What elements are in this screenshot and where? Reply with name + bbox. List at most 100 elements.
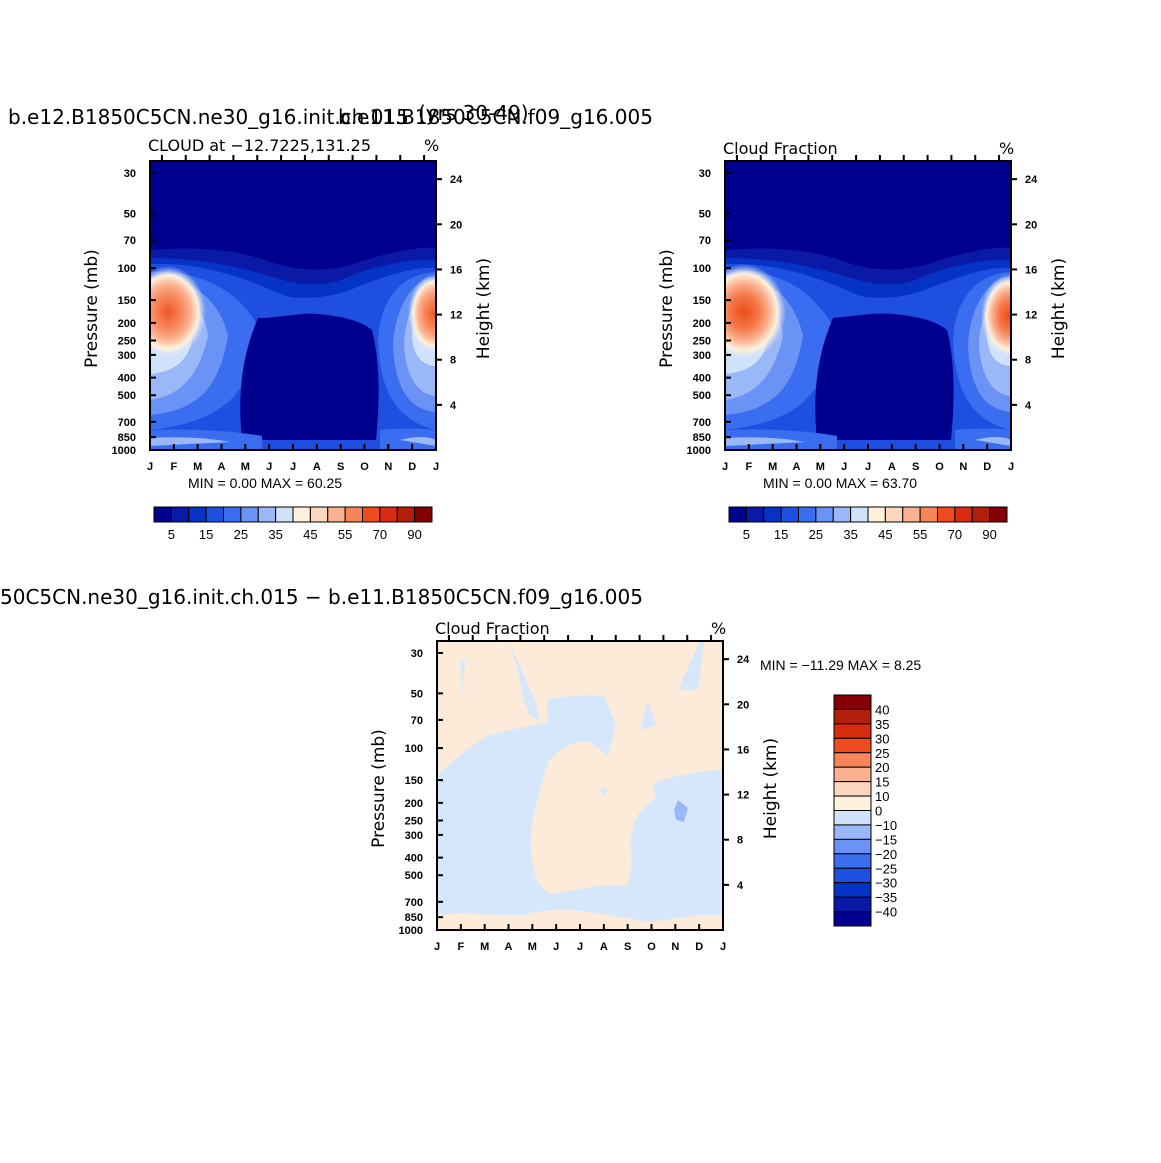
panel-b-x-tick-label: J [1008, 461, 1014, 473]
panel-b-colorbar-label: 90 [982, 527, 996, 542]
panel-b-x-tick-label: J [722, 461, 728, 473]
panel-c-y-tick-label: 500 [405, 870, 423, 882]
panel-b-x-tick-label: D [983, 461, 991, 473]
panel-a-colorbar-label: 15 [199, 527, 213, 542]
panel-a-x-tick-label: J [147, 461, 153, 473]
panel-a-y-right-tick-label: 12 [450, 310, 462, 322]
panel-a-colorbar-label: 70 [373, 527, 387, 542]
panel-c-y-right-tick-label: 8 [737, 835, 743, 847]
panel-c-x-tick-label: N [671, 941, 679, 953]
panel-c-y-tick-label: 300 [405, 830, 423, 842]
panel-b-y-right-tick-label: 12 [1025, 310, 1037, 322]
panel-b-x-tick-label: O [935, 461, 944, 473]
panel-b-colorbar-cell [919, 506, 938, 523]
panel-c-x-tick-label: F [457, 941, 464, 953]
panel-c-minmax: MIN = −11.29 MAX = 8.25 [760, 657, 921, 673]
panel-c-subtitle: Cloud Fraction [435, 619, 550, 638]
panel-c-y-tick-label: 100 [405, 743, 423, 755]
panel-a-colorbar-label: 55 [338, 527, 352, 542]
panel-a-x-tick-label: S [337, 461, 344, 473]
panel-c-title: 50C5CN.ne30_g16.init.ch.015 − b.e11.B185… [0, 585, 643, 609]
panel-c-y-tick-label: 200 [405, 798, 423, 810]
panel-a-colorbar-cell [396, 506, 416, 523]
panel-c-ylabel: Pressure (mb) [369, 729, 389, 848]
panel-a-ylabel: Pressure (mb) [82, 249, 102, 368]
panel-b-ylabel-right: Height (km) [1049, 258, 1069, 359]
panel-a-colorbar-cell [170, 506, 190, 523]
panel-a-colorbar-cell [309, 506, 329, 523]
panel-c-y-tick-label: 1000 [399, 925, 423, 937]
panel-c-colorbar-cell [833, 694, 872, 710]
panel-b-y-tick-label: 700 [693, 417, 711, 429]
panel-b-colorbar-label: 35 [843, 527, 857, 542]
panel-a-y-tick-label: 70 [124, 235, 136, 247]
panel-b-x-tick-label: S [912, 461, 919, 473]
panel-b-y-right-tick-label: 8 [1025, 355, 1031, 367]
panel-a-y-tick-label: 700 [118, 417, 136, 429]
panel-a-x-tick-label: M [193, 461, 202, 473]
panel-a-minmax: MIN = 0.00 MAX = 60.25 [188, 475, 342, 491]
panel-c-colorbar-label: 25 [875, 746, 889, 761]
panel-a-y-right-tick-label: 24 [450, 174, 463, 186]
panel-a-colorbar-label: 90 [407, 527, 421, 542]
panel-c-x-tick-label: J [553, 941, 559, 953]
panel-a-colorbar-cell [188, 506, 207, 523]
panel-b-colorbar-cell [954, 506, 973, 523]
panel-a-colorbar-cell [362, 506, 381, 523]
panel-c-colorbar-cell [833, 708, 872, 725]
panel-c-colorbar-cell [833, 723, 872, 739]
panel-c-colorbar-label: −15 [875, 832, 897, 847]
panel-a-colorbar-cell [223, 506, 242, 523]
panel-c-x-tick-label: D [695, 941, 703, 953]
panel-c-colorbar-cell [833, 810, 872, 826]
panel-b-colorbar-label: 25 [809, 527, 823, 542]
panel-c-colorbar-cell [833, 867, 872, 884]
panel-a-y-tick-label: 1000 [112, 445, 136, 457]
panel-a-x-tick-label: A [313, 461, 321, 473]
panel-b-ylabel: Pressure (mb) [657, 249, 677, 368]
panel-b-y-tick-label: 200 [693, 318, 711, 330]
panel-c-colorbar-cell [833, 911, 872, 927]
panel-b-colorbar-label: 70 [948, 527, 962, 542]
panel-a-contour-field [150, 161, 436, 450]
panel-b-y-right-tick-label: 24 [1025, 174, 1038, 186]
panel-a-subtitle: CLOUD at −12.7225,131.25 [148, 136, 371, 155]
panel-a-y-right-tick-label: 16 [450, 264, 462, 276]
panel-c-colorbar-cell [833, 896, 872, 913]
panel-b-x-tick-label: N [959, 461, 967, 473]
panel-c-y-right-tick-label: 20 [737, 699, 749, 711]
panel-a-y-tick-label: 150 [118, 295, 136, 307]
panel-b-x-tick-label: M [816, 461, 825, 473]
panel-b-y-tick-label: 1000 [687, 445, 711, 457]
panel-b-colorbar-cell [937, 506, 956, 523]
panel-c-x-tick-label: O [647, 941, 656, 953]
panel-c-colorbar-label: −30 [875, 876, 897, 891]
panel-a-y-tick-label: 300 [118, 350, 136, 362]
panel-c-x-tick-label: A [600, 941, 608, 953]
panel-a-colorbar-cell [292, 506, 311, 523]
panel-a-colorbar-cell [257, 506, 277, 523]
panel-c-y-tick-label: 50 [411, 688, 423, 700]
panel-b-colorbar-cell [728, 506, 747, 523]
panel-a-x-tick-label: N [384, 461, 392, 473]
panel-c-x-tick-label: M [528, 941, 537, 953]
panel-b-y-tick-label: 850 [693, 432, 711, 444]
panel-b-y-right-tick-label: 16 [1025, 264, 1037, 276]
panel-b-contour-field [725, 161, 1011, 450]
panel-b-colorbar-label: 5 [743, 527, 750, 542]
panel-a-y-tick-label: 500 [118, 390, 136, 402]
panel-a-x-tick-label: D [408, 461, 416, 473]
panel-b-y-tick-label: 50 [699, 208, 711, 220]
panel-a-overlap-title-behind: (yrs 30-49) [418, 101, 529, 125]
panel-c-y-right-tick-label: 4 [737, 880, 744, 892]
panel-a-colorbar-cell [327, 506, 346, 523]
panel-c-y-right-tick-label: 24 [737, 654, 750, 666]
panel-b-subtitle: Cloud Fraction [723, 139, 838, 158]
panel-a-x-tick-label: J [266, 461, 272, 473]
panel-b-y-right-tick-label: 20 [1025, 219, 1037, 231]
panel-a-y-tick-label: 30 [124, 168, 136, 180]
panel-c-colorbar-label: 0 [875, 804, 882, 819]
panel-c-y-tick-label: 850 [405, 912, 423, 924]
panel-b-colorbar-cell [867, 506, 886, 523]
panel-c-colorbar-label: −25 [875, 861, 897, 876]
